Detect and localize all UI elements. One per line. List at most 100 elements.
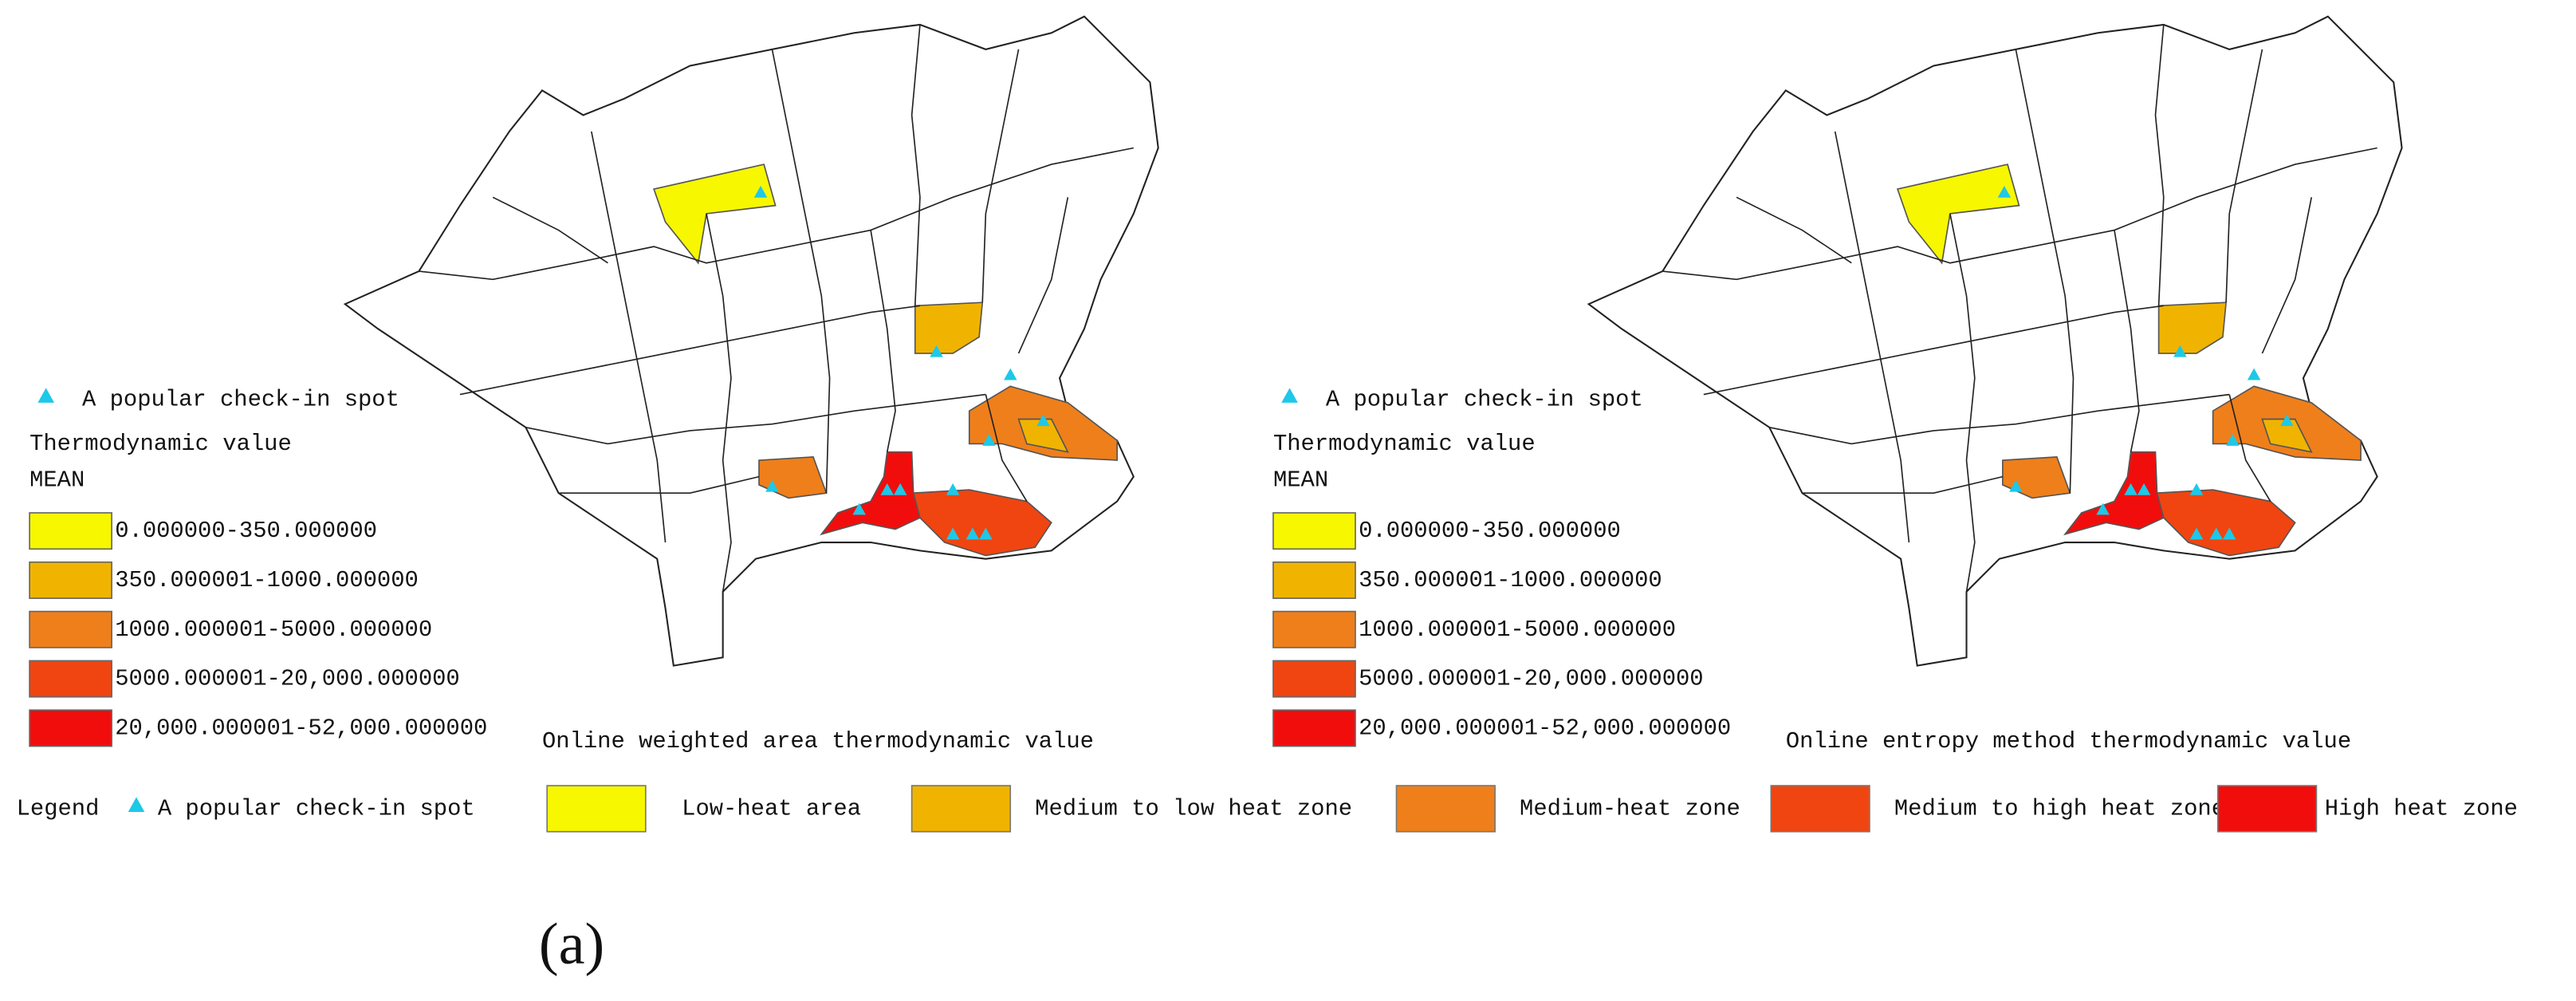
zone-swatch <box>1770 785 1870 833</box>
district-boundary <box>1017 197 1069 354</box>
district-boundary <box>1802 475 2004 495</box>
check-in-marker <box>2226 434 2240 446</box>
heat-region <box>1017 418 1069 453</box>
zone-label: Medium-heat zone <box>1520 795 1740 822</box>
check-in-marker <box>2009 479 2023 492</box>
check-in-marker <box>880 483 894 495</box>
check-in-marker <box>1997 185 2012 198</box>
legend-swatch <box>29 660 112 698</box>
check-in-marker <box>930 345 943 357</box>
legend-swatch <box>1272 709 1356 747</box>
check-in-marker <box>1004 368 1017 380</box>
district-boundary <box>870 230 896 452</box>
district-boundary <box>2154 24 2165 306</box>
legend-point-label: A popular check-in spot <box>1326 386 1643 412</box>
check-in-marker <box>982 434 996 446</box>
check-in-marker <box>966 527 980 540</box>
district-boundary <box>1769 393 2230 445</box>
legend-class-label: 350.000001-1000.000000 <box>115 567 419 593</box>
map <box>1587 15 2403 667</box>
district-boundary <box>985 394 1028 502</box>
zone-swatch <box>546 785 647 833</box>
legend-class-label: 0.000000-350.000000 <box>1359 518 1621 544</box>
zone-label: Low-heat area <box>682 795 861 822</box>
heat-region <box>2157 301 2228 354</box>
legend-class-label: 1000.000001-5000.000000 <box>1359 617 1676 643</box>
check-in-marker <box>979 527 993 540</box>
legend-swatch <box>29 512 112 550</box>
check-in-marker <box>37 388 54 403</box>
check-in-marker <box>2137 483 2151 495</box>
heat-region <box>820 451 921 536</box>
district-boundary <box>558 475 760 495</box>
check-in-marker <box>2096 502 2110 515</box>
check-in-marker <box>2247 368 2261 380</box>
check-in-marker <box>765 479 779 492</box>
district-boundary <box>910 24 921 306</box>
bottom-legend-point-label: A popular check-in spot <box>158 795 475 822</box>
district-boundary <box>492 196 608 264</box>
zone-swatch <box>910 785 1012 833</box>
check-in-marker <box>946 527 960 540</box>
heat-region <box>2063 451 2165 536</box>
legend-swatch <box>29 709 112 747</box>
map-caption: Online weighted area thermodynamic value <box>542 728 1094 755</box>
district-boundary <box>2261 197 2313 354</box>
map-panel: A popular check-in spot Thermodynamic val… <box>1272 15 2403 755</box>
map <box>343 15 1159 667</box>
district-boundary <box>525 393 986 445</box>
district-boundary <box>771 49 831 494</box>
district-boundary <box>1834 131 1910 543</box>
district-boundary <box>2015 49 2075 494</box>
check-in-marker <box>852 502 866 515</box>
map-outline <box>1587 15 2403 667</box>
district-boundary <box>981 49 1020 303</box>
check-in-marker <box>2222 527 2236 540</box>
legend-class-label: 5000.000001-20,000.000000 <box>1359 666 1704 692</box>
legend-point-label: A popular check-in spot <box>82 386 399 412</box>
zone-label: Medium to high heat zone <box>1894 795 2225 822</box>
district-boundary <box>591 131 667 543</box>
zone-label: High heat zone <box>2325 795 2518 822</box>
district-boundary <box>1949 213 1976 592</box>
district-boundary <box>2228 394 2271 502</box>
legend-class-label: 20,000.000001-52,000.000000 <box>115 715 487 742</box>
legend-title: Thermodynamic value <box>29 431 292 457</box>
check-in-marker <box>946 483 960 495</box>
check-in-marker <box>128 797 145 812</box>
check-in-marker <box>1036 414 1050 427</box>
legend-class-label: 0.000000-350.000000 <box>115 518 377 544</box>
check-in-marker <box>2189 483 2204 495</box>
legend-title: Thermodynamic value <box>1273 431 1536 457</box>
heat-region <box>2261 418 2313 453</box>
bottom-legend: Legend A popular check-in spot Low-heat ar… <box>17 785 2518 833</box>
district-boundary <box>706 213 732 592</box>
legend-swatch <box>1272 610 1356 648</box>
district-boundary <box>2225 49 2263 303</box>
zone-label: Medium to low heat zone <box>1035 795 1352 822</box>
district-boundary <box>1703 305 2164 396</box>
check-in-marker <box>2280 414 2294 427</box>
map-outline <box>343 15 1159 667</box>
district-boundary <box>419 147 1134 281</box>
district-boundary <box>2114 230 2140 452</box>
check-in-marker <box>2173 345 2187 357</box>
map-panel: A popular check-in spot Thermodynamic val… <box>29 15 1159 977</box>
check-in-marker <box>1281 388 1298 403</box>
district-boundary <box>1736 196 1852 264</box>
legend-swatch <box>29 561 112 599</box>
bottom-legend-title: Legend <box>17 795 100 822</box>
district-boundary <box>459 305 921 396</box>
legend-swatch <box>29 610 112 648</box>
check-in-marker <box>893 483 907 495</box>
legend-field: MEAN <box>1273 467 1328 493</box>
legend-class-label: 350.000001-1000.000000 <box>1359 567 1662 593</box>
map-caption: Online entropy method thermodynamic valu… <box>1786 728 2351 755</box>
legend-swatch <box>1272 561 1356 599</box>
check-in-marker <box>2209 527 2223 540</box>
legend-swatch <box>1272 512 1356 550</box>
panel-label: (a) <box>539 912 604 977</box>
check-in-marker <box>2189 527 2204 540</box>
